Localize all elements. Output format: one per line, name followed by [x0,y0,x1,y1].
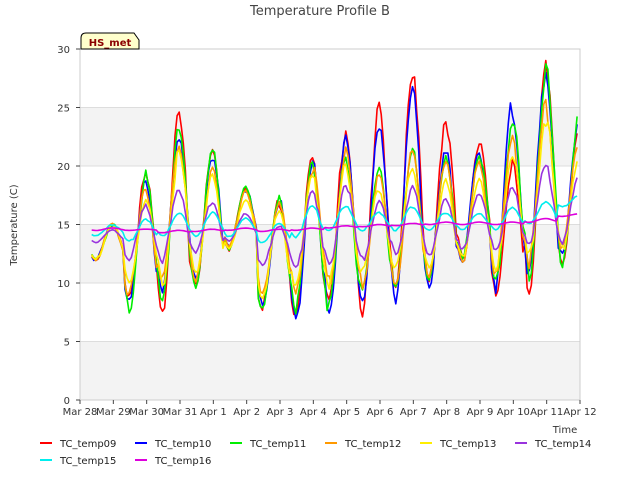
x-tick-label: Mar 28 [63,407,98,418]
x-tick-label: Apr 2 [233,407,260,418]
site-badge-label: HS_met [89,38,132,49]
y-tick-label: 25 [57,104,70,115]
y-tick-label: 5 [64,338,70,349]
x-tick-label: Mar 30 [129,407,164,418]
x-tick-label: Mar 29 [96,407,131,418]
grid-band [80,341,580,400]
legend-label: TC_temp10 [154,439,211,450]
legend-label: TC_temp09 [59,439,116,450]
y-tick-label: 10 [57,279,70,290]
series-line-tc-temp16 [91,213,578,234]
legend-item: TC_temp09 [40,439,116,450]
legend-label: TC_temp12 [344,439,401,450]
x-tick-label: Apr 12 [563,407,596,418]
legend-item: TC_temp12 [325,439,401,450]
series-line-tc-temp15 [91,195,578,244]
x-tick-label: Apr 9 [467,407,494,418]
grid-band [80,107,580,166]
x-axis-label: Time [552,425,577,436]
legend: TC_temp09 TC_temp10 TC_temp11 TC_temp12 TC_t… [40,439,591,467]
x-tick-label: Mar 31 [163,407,198,418]
y-tick-label: 15 [57,221,70,232]
legend-item: TC_temp13 [420,439,496,450]
y-tick-label: 0 [64,396,70,407]
x-tick-label: Apr 4 [300,407,327,418]
x-tick-label: Apr 6 [367,407,394,418]
y-tick-label: 20 [57,162,70,173]
legend-item: TC_temp15 [40,456,116,467]
x-tick-label: Apr 7 [400,407,427,418]
legend-label: TC_temp15 [59,456,116,467]
legend-label: TC_temp13 [439,439,496,450]
legend-item: TC_temp14 [515,439,591,450]
x-tick-label: Apr 1 [200,407,227,418]
y-tick-label: 30 [57,45,70,56]
x-tick-label: Apr 8 [433,407,460,418]
y-axis-label: Temperature (C) [9,184,20,266]
legend-item: TC_temp11 [230,439,306,450]
legend-label: TC_temp16 [154,456,211,467]
legend-label: TC_temp11 [249,439,306,450]
legend-item: TC_temp16 [135,456,211,467]
legend-label: TC_temp14 [534,439,591,450]
x-tick-label: Apr 3 [267,407,294,418]
site-badge: HS_met [80,32,140,50]
x-tick-label: Apr 11 [530,407,563,418]
x-tick-label: Apr 10 [497,407,530,418]
chart-title: Temperature Profile B [249,4,390,19]
legend-item: TC_temp10 [135,439,211,450]
series-line-tc-temp14 [91,164,578,268]
x-tick-label: Apr 5 [333,407,360,418]
